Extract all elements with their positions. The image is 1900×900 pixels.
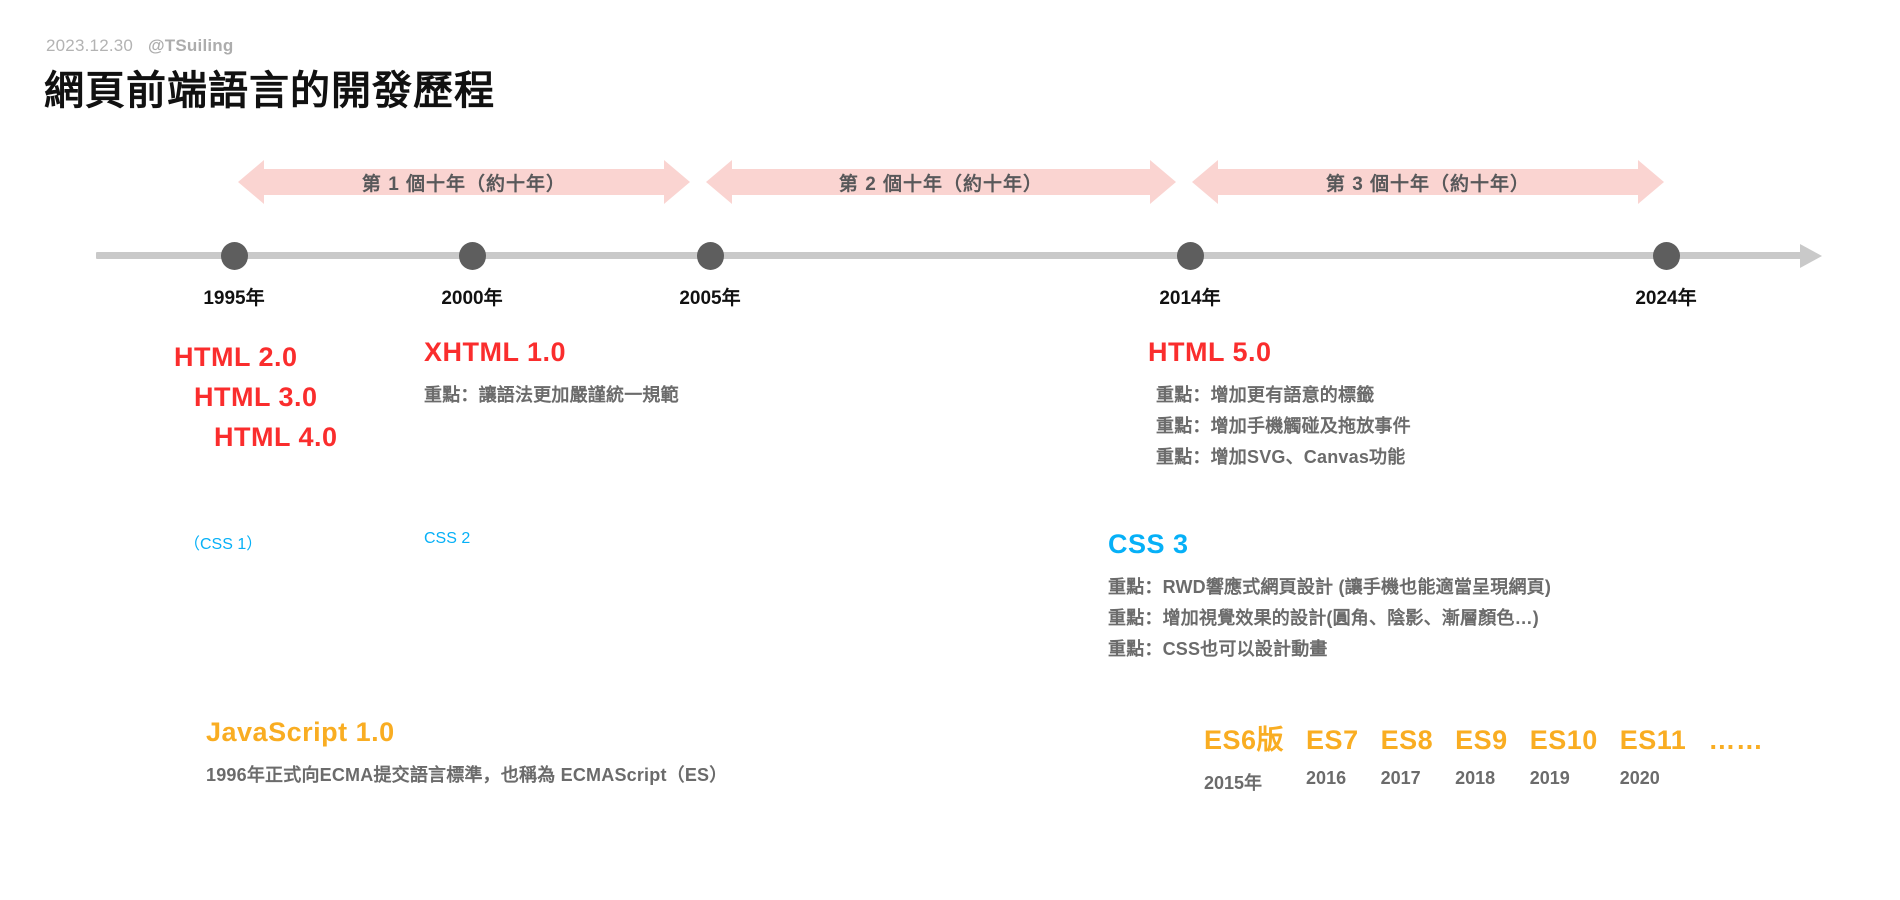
html-version-4: HTML 4.0 (214, 421, 338, 452)
es-version-row: ES6版 2015年 ES7 2016 ES8 2017 ES9 2018 ES… (1204, 718, 1763, 795)
es-tag-6: ES6版 (1204, 725, 1285, 755)
css3-note-3: 重點：CSS也可以設計動畫 (1108, 639, 1328, 660)
timeline-label-2000: 2000年 (441, 288, 503, 309)
decade-band-1: 第 1 個十年（約十年） (238, 160, 690, 204)
decade-band-3-label: 第 3 個十年（約十年） (1325, 173, 1531, 195)
html5-note-1: 重點：增加更有語意的標籤 (1156, 385, 1375, 406)
javascript-note: 1996年正式向ECMA提交語言標準，也稱為 ECMAScript（ES） (206, 765, 728, 786)
timeline-label-2024: 2024年 (1635, 288, 1697, 309)
html-version-2: HTML 2.0 (174, 342, 298, 372)
author-handle: @TSuiling (148, 36, 234, 55)
es-item-6: ES6版 2015年 (1204, 718, 1284, 795)
html5-note-2: 重點：增加手機觸碰及拖放事件 (1156, 416, 1411, 437)
es-year-11: 2020 (1619, 768, 1660, 788)
publish-date: 2023.12.30 (46, 36, 134, 55)
timeline-arrowhead-icon (1800, 244, 1822, 268)
page-title: 網頁前端語言的開發歷程 (44, 69, 495, 113)
timeline-node-2024[interactable] (1653, 242, 1680, 270)
timeline-label-1995: 1995年 (203, 288, 265, 309)
css1-heading: （CSS 1） (184, 536, 263, 553)
es-item-11: ES11 2020 (1620, 725, 1687, 789)
es-year-9: 2018 (1455, 768, 1496, 788)
es-item-7: ES7 2016 (1306, 725, 1359, 789)
decade-band-2: 第 2 個十年（約十年） (706, 160, 1176, 204)
decade-band-3: 第 3 個十年（約十年） (1192, 160, 1664, 204)
double-arrow-icon (238, 160, 690, 204)
es-year-8: 2017 (1380, 768, 1421, 788)
es-tag-9: ES9 (1455, 725, 1508, 755)
double-arrow-icon (706, 160, 1176, 204)
xhtml-block: XHTML 1.0 重點：讓語法更加嚴謹統一規範 (424, 338, 679, 411)
es-item-10: ES10 2019 (1530, 725, 1598, 789)
es-tag-8: ES8 (1380, 725, 1434, 755)
timeline-label-2014: 2014年 (1159, 288, 1221, 309)
css3-note-2: 重點：增加視覺效果的設計(圓角、陰影、漸層顏色…) (1108, 608, 1539, 629)
css2-heading: CSS 2 (424, 530, 471, 547)
es-item-more: …… (1708, 725, 1763, 768)
css3-heading: CSS 3 (1108, 529, 1189, 559)
timeline-label-2005: 2005年 (679, 288, 741, 309)
es-tag-11: ES11 (1619, 725, 1687, 755)
timeline-node-2005[interactable] (697, 242, 724, 270)
decade-band-1-label: 第 1 個十年（約十年） (361, 173, 567, 195)
timeline-node-2000[interactable] (459, 242, 486, 270)
es-item-8: ES8 2017 (1381, 725, 1434, 789)
decade-band-2-label: 第 2 個十年（約十年） (838, 173, 1044, 195)
javascript-heading: JavaScript 1.0 (206, 717, 395, 747)
html5-heading: HTML 5.0 (1148, 337, 1272, 367)
html5-block: HTML 5.0 重點：增加更有語意的標籤 重點：增加手機觸碰及拖放事件 重點：… (1148, 338, 1411, 473)
timeline-axis (96, 252, 1810, 259)
html5-note-3: 重點：增加SVG、Canvas功能 (1156, 447, 1406, 468)
timeline-node-1995[interactable] (221, 242, 248, 270)
es-tag-7: ES7 (1306, 725, 1359, 755)
xhtml-note-1: 重點：讓語法更加嚴謹統一規範 (424, 385, 679, 406)
javascript-block: JavaScript 1.0 1996年正式向ECMA提交語言標準，也稱為 EC… (206, 718, 727, 791)
es-item-9: ES9 2018 (1455, 725, 1508, 789)
html-version-3: HTML 3.0 (194, 381, 318, 412)
xhtml-heading: XHTML 1.0 (424, 337, 567, 367)
es-year-7: 2016 (1306, 768, 1347, 788)
timeline-node-2014[interactable] (1177, 242, 1204, 270)
css3-block: CSS 3 重點：RWD響應式網頁設計 (讓手機也能適當呈現網頁) 重點：增加視… (1108, 530, 1551, 665)
es-year-6: 2015年 (1204, 773, 1263, 793)
double-arrow-icon (1192, 160, 1664, 204)
es-year-10: 2019 (1529, 768, 1570, 788)
byline: 2023.12.30 @TSuiling (46, 36, 233, 56)
es-tag-10: ES10 (1529, 725, 1598, 755)
es-tag-more: …… (1708, 725, 1764, 755)
css3-note-1: 重點：RWD響應式網頁設計 (讓手機也能適當呈現網頁) (1108, 577, 1552, 598)
html-early-versions: HTML 2.0 HTML 3.0 HTML 4.0 (174, 338, 338, 458)
